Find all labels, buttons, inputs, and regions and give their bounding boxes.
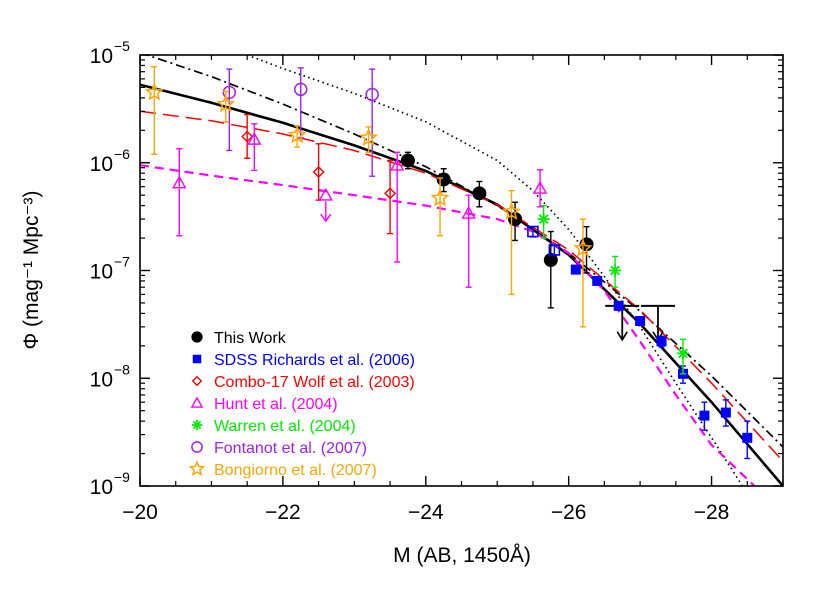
y-tick-label-base: 10 bbox=[90, 45, 113, 68]
series-this-work bbox=[400, 151, 675, 342]
model-curve-solid bbox=[140, 83, 783, 486]
data-point bbox=[656, 336, 667, 347]
data-point bbox=[241, 130, 254, 143]
data-point bbox=[543, 253, 558, 268]
x-axis-label: M (AB, 1450Å) bbox=[393, 544, 531, 567]
data-point bbox=[720, 407, 731, 418]
series-combo-17-wolf-et-al-2003 bbox=[241, 113, 397, 235]
data-point bbox=[144, 82, 164, 101]
data-point bbox=[678, 348, 688, 359]
data-point bbox=[610, 265, 620, 276]
data-point bbox=[359, 127, 379, 146]
y-tick-label-exponent: −9 bbox=[114, 469, 130, 485]
legend-marker-fontanot-et-al-2007 bbox=[191, 441, 203, 453]
legend-marker-bongiorno-et-al-2007 bbox=[188, 460, 206, 477]
y-tick-label-exponent: −5 bbox=[114, 38, 130, 54]
data-point bbox=[570, 264, 581, 275]
x-tick-label: −22 bbox=[265, 501, 301, 524]
y-tick-label-base: 10 bbox=[90, 476, 113, 499]
legend-marker-sdss-richards-et-al-2006 bbox=[192, 354, 202, 364]
model-curve-dashdot bbox=[144, 55, 783, 448]
legend-label-hunt-et-al-2004: Hunt et al. (2004) bbox=[214, 396, 338, 413]
data-point bbox=[742, 432, 753, 443]
x-tick-label: −24 bbox=[408, 501, 444, 524]
x-tick-label: −20 bbox=[122, 501, 158, 524]
legend-label-this-work: This Work bbox=[214, 330, 287, 347]
data-point bbox=[548, 244, 561, 256]
data-point bbox=[365, 87, 379, 102]
data-point bbox=[472, 186, 487, 201]
data-point bbox=[384, 187, 397, 200]
legend-marker-this-work bbox=[191, 331, 203, 343]
data-point bbox=[699, 410, 710, 421]
data-point bbox=[216, 94, 236, 113]
series-warren-et-al-2004 bbox=[537, 204, 689, 375]
data-points bbox=[144, 65, 753, 460]
data-point bbox=[312, 166, 325, 179]
model-curves bbox=[140, 55, 783, 486]
y-tick-label-exponent: −8 bbox=[114, 361, 130, 377]
upper-limit-arrow bbox=[616, 331, 628, 342]
y-tick-label-base: 10 bbox=[90, 153, 113, 176]
legend-marker-combo-17-wolf-et-al-2003 bbox=[191, 375, 203, 387]
legend-label-bongiorno-et-al-2007: Bongiorno et al. (2007) bbox=[214, 462, 377, 479]
y-tick-label-exponent: −6 bbox=[114, 146, 130, 162]
upper-limit-arrow bbox=[320, 213, 332, 223]
data-point bbox=[318, 187, 333, 201]
legend-marker-warren-et-al-2004 bbox=[192, 420, 202, 430]
model-curve-dash bbox=[140, 164, 756, 486]
data-point bbox=[287, 125, 307, 144]
data-point bbox=[294, 82, 308, 97]
data-point bbox=[592, 275, 603, 286]
legend-label-combo-17-wolf-et-al-2003: Combo-17 Wolf et al. (2003) bbox=[214, 374, 415, 391]
x-tick-label: −28 bbox=[694, 501, 730, 524]
data-point bbox=[613, 300, 624, 311]
data-point bbox=[538, 214, 549, 224]
series-bongiorno-et-al-2007 bbox=[144, 65, 593, 328]
series-hunt-et-al-2004 bbox=[172, 123, 548, 288]
legend: This Work SDSS Richards et al. (2006) Comb… bbox=[188, 330, 415, 479]
series-sdss-richards-et-al-2006 bbox=[527, 225, 753, 460]
data-point bbox=[461, 205, 476, 219]
data-point bbox=[430, 188, 450, 207]
model-curve-longdash bbox=[140, 110, 783, 462]
legend-label-fontanot-et-al-2007: Fontanot et al. (2007) bbox=[214, 440, 367, 457]
legend-label-sdss-richards-et-al-2006: SDSS Richards et al. (2006) bbox=[214, 352, 415, 369]
y-tick-label-exponent: −7 bbox=[114, 254, 130, 270]
y-tick-label-base: 10 bbox=[90, 261, 113, 284]
legend-marker-hunt-et-al-2004 bbox=[190, 396, 204, 408]
data-point bbox=[527, 225, 539, 238]
data-point bbox=[400, 153, 415, 168]
data-point bbox=[172, 175, 187, 189]
data-point bbox=[247, 131, 262, 145]
data-point bbox=[222, 85, 237, 100]
data-point bbox=[436, 172, 451, 187]
y-axis-label: Φ (mag⁻¹ Mpc⁻³) bbox=[20, 190, 43, 349]
x-tick-label: −26 bbox=[551, 501, 587, 524]
data-point bbox=[502, 201, 521, 220]
model-curve-dotted bbox=[246, 55, 744, 486]
data-point bbox=[635, 315, 646, 326]
y-tick-label-base: 10 bbox=[90, 368, 113, 391]
legend-label-warren-et-al-2004: Warren et al. (2004) bbox=[214, 418, 356, 435]
data-point bbox=[390, 157, 405, 171]
data-point bbox=[532, 180, 548, 194]
data-point bbox=[573, 238, 593, 257]
